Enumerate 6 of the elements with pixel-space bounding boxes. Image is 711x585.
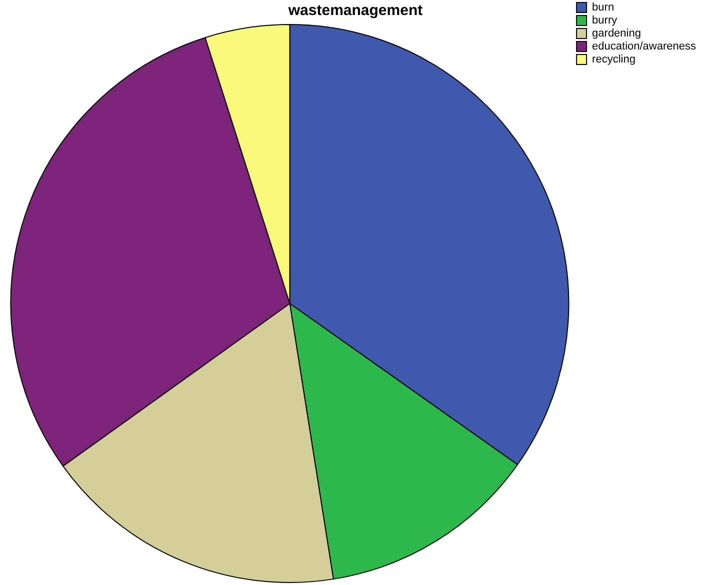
legend-label: burry [592, 14, 618, 27]
chart-title: wastemanagement [287, 2, 423, 20]
legend-label: gardening [592, 28, 641, 40]
legend-label: burn [592, 2, 614, 14]
legend-label: recycling [592, 54, 636, 66]
legend-label: education/awareness [592, 40, 696, 53]
